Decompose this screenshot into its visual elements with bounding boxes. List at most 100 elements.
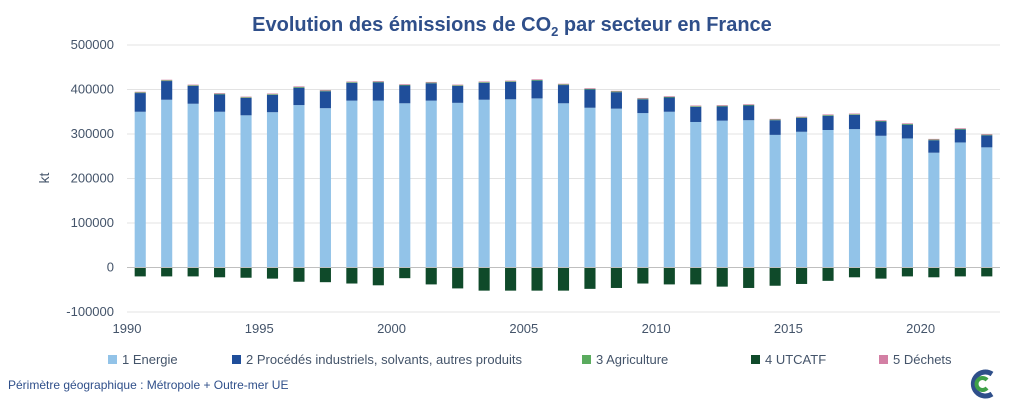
bar-1992-series-2 [187, 85, 199, 104]
bar-2015-series-5 [796, 116, 808, 118]
bar-2014-series-3 [769, 119, 781, 121]
bar-2001-series-4 [425, 267, 437, 285]
bar-1997-series-4 [319, 267, 331, 283]
bar-2018-series-3 [875, 120, 887, 122]
bar-2003-series-2 [478, 82, 490, 100]
bar-2009-series-3 [637, 98, 649, 100]
bar-2011-series-4 [690, 267, 702, 285]
bar-2021-series-1 [954, 142, 966, 268]
bar-2005-series-4 [531, 267, 543, 291]
bar-1994-series-1 [240, 115, 252, 268]
bar-2008-series-2 [610, 92, 622, 109]
bar-2001-series-1 [425, 100, 437, 268]
bar-2009-series-5 [637, 97, 649, 99]
bar-1994-series-5 [240, 96, 252, 98]
bar-2001-series-5 [425, 81, 437, 83]
bar-2002-series-1 [452, 102, 464, 268]
bar-1993-series-5 [214, 93, 226, 94]
bar-2002-series-4 [452, 267, 464, 289]
bar-2006-series-3 [557, 84, 570, 86]
bar-1993-series-2 [214, 94, 226, 112]
bar-2010-series-4 [663, 267, 675, 285]
bar-2008-series-5 [610, 90, 622, 92]
y-axis-ticks: -100000 0 100000 200000 300000 400000 500000 [66, 37, 114, 319]
bar-2001-series-3 [425, 82, 437, 84]
bar-2011-series-3 [690, 106, 702, 107]
x-tick-label: 2015 [774, 321, 803, 336]
legend-swatch [108, 355, 117, 364]
bar-2016-series-3 [822, 115, 834, 116]
bar-2022-series-3 [981, 134, 993, 136]
bar-2017-series-1 [848, 129, 861, 268]
bar-2013-series-4 [743, 267, 755, 288]
legend-swatch [879, 355, 888, 364]
bar-1990-series-2 [134, 93, 146, 112]
bar-2013-series-2 [743, 105, 755, 121]
bar-2011-series-1 [690, 121, 702, 268]
bar-2007-series-3 [584, 88, 596, 90]
bar-2002-series-2 [452, 85, 464, 103]
bar-1998-series-1 [346, 100, 358, 268]
bar-2019-series-4 [901, 267, 913, 277]
legend-item: 2 Procédés industriels, solvants, autres… [232, 352, 523, 367]
bar-2016-series-5 [822, 114, 834, 116]
bar-2003-series-5 [478, 81, 490, 83]
bar-2019-series-5 [901, 123, 913, 124]
bar-2010-series-2 [663, 97, 675, 112]
x-tick-label: 2020 [906, 321, 935, 336]
bar-1991-series-2 [161, 81, 173, 100]
bar-2009-series-1 [637, 113, 649, 268]
bar-1998-series-4 [346, 267, 358, 284]
legend-item: 3 Agriculture [582, 352, 668, 367]
bar-1990-series-3 [134, 92, 146, 94]
bar-1993-series-4 [214, 267, 226, 278]
legend-item: 4 UTCATF [751, 352, 826, 367]
bar-2005-series-3 [531, 79, 543, 81]
bar-1995-series-1 [266, 112, 279, 268]
bar-2010-series-3 [663, 96, 675, 98]
y-tick-label: 500000 [71, 37, 114, 52]
legend-item: 5 Déchets [879, 352, 952, 367]
bar-1992-series-3 [187, 85, 199, 86]
legend-label: 2 Procédés industriels, solvants, autres… [246, 352, 523, 367]
bar-2017-series-2 [848, 114, 861, 130]
bar-2021-series-4 [954, 267, 966, 277]
bar-2013-series-5 [743, 104, 755, 105]
bar-1990-series-4 [134, 267, 146, 277]
bar-2007-series-2 [584, 89, 596, 108]
bar-2022-series-5 [981, 134, 993, 135]
bar-2014-series-5 [769, 118, 781, 120]
bar-2014-series-2 [769, 120, 781, 135]
legend-item: 1 Energie [108, 352, 178, 367]
bar-2007-series-5 [584, 88, 596, 89]
citepa-logo [970, 369, 994, 399]
bar-2016-series-2 [822, 115, 834, 130]
legend-label: 3 Agriculture [596, 352, 668, 367]
bar-2011-series-2 [690, 106, 702, 122]
bar-2017-series-3 [848, 114, 861, 115]
bar-1992-series-4 [187, 267, 199, 277]
bar-1996-series-4 [293, 267, 305, 282]
bar-2007-series-4 [584, 267, 596, 289]
bar-2009-series-2 [637, 99, 649, 114]
bar-2004-series-4 [505, 267, 517, 291]
bar-1991-series-3 [161, 80, 173, 82]
bar-2006-series-4 [557, 267, 570, 291]
legend-swatch [582, 355, 591, 364]
bar-2013-series-3 [743, 104, 755, 106]
legend-swatch [232, 355, 241, 364]
bar-2019-series-3 [901, 123, 913, 125]
bar-2012-series-5 [716, 105, 728, 106]
bar-2010-series-1 [663, 111, 675, 268]
bar-1997-series-2 [319, 91, 331, 109]
bar-2020-series-5 [928, 138, 940, 140]
x-tick-label: 2010 [642, 321, 671, 336]
bar-2005-series-2 [531, 80, 543, 99]
bar-2008-series-1 [610, 108, 622, 268]
bar-2007-series-1 [584, 107, 596, 268]
bar-2002-series-3 [452, 85, 464, 86]
legend: 1 Energie 2 Procédés industriels, solvant… [108, 352, 952, 367]
bar-1999-series-1 [372, 100, 384, 268]
legend-label: 4 UTCATF [765, 352, 826, 367]
